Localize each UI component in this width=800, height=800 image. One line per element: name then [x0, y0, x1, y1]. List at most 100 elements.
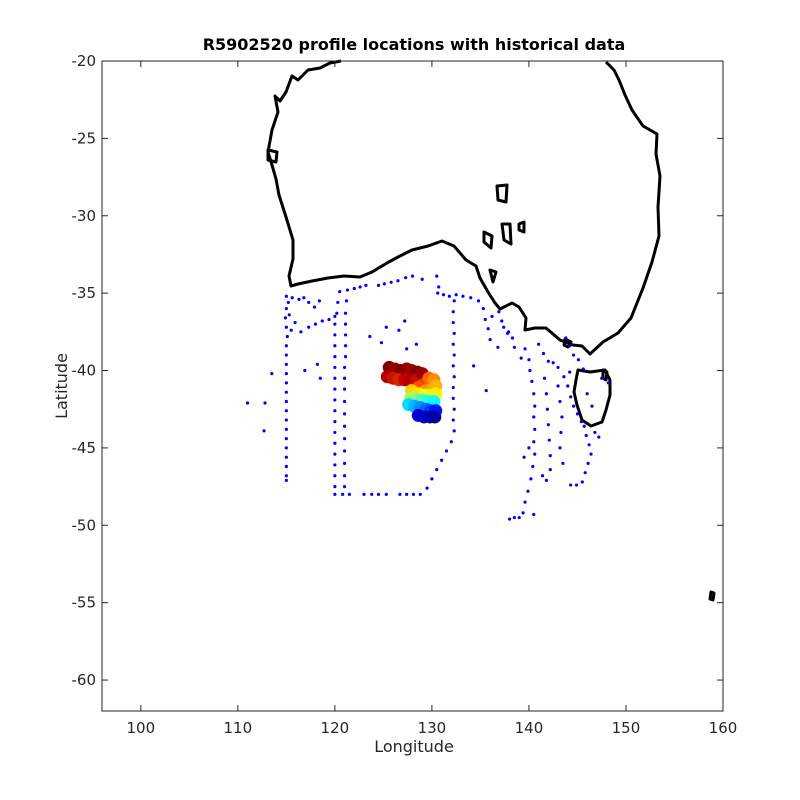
historical-point — [263, 401, 267, 405]
historical-point — [284, 372, 288, 376]
x-tick-label: 150 — [612, 719, 641, 737]
historical-point — [451, 418, 455, 422]
historical-point — [379, 341, 384, 345]
historical-point — [284, 446, 288, 450]
historical-point — [483, 317, 487, 322]
x-axis: 100 110 120 130 140 150 160 — [126, 61, 737, 737]
historical-point — [293, 320, 297, 325]
gulf-peninsula-small — [488, 268, 498, 284]
historical-point — [435, 467, 439, 472]
historical-point — [285, 334, 289, 339]
historical-point — [284, 418, 288, 422]
historical-point — [245, 401, 250, 405]
historical-point — [527, 358, 531, 362]
historical-point — [597, 435, 601, 439]
historical-point — [284, 409, 288, 413]
historical-point — [315, 362, 320, 366]
historical-point — [333, 463, 337, 467]
historical-point — [333, 441, 337, 445]
historical-point — [284, 464, 288, 469]
historical-point — [342, 424, 347, 428]
historical-point — [523, 347, 527, 351]
historical-point — [476, 299, 481, 303]
historical-point — [585, 392, 589, 396]
historical-point — [333, 452, 337, 456]
x-tick-label: 110 — [224, 719, 253, 737]
historical-point — [284, 399, 288, 404]
historical-point — [397, 328, 401, 332]
y-tick-label: -45 — [72, 439, 97, 457]
historical-point — [297, 297, 301, 301]
historical-point — [532, 512, 536, 517]
historical-point — [420, 277, 424, 281]
historical-point — [287, 313, 291, 317]
historical-point — [548, 454, 552, 458]
historical-point — [532, 440, 536, 444]
historical-point — [284, 427, 288, 431]
historical-point — [540, 474, 545, 478]
historical-point — [571, 404, 576, 408]
historical-point — [389, 280, 393, 284]
historical-point — [533, 427, 537, 431]
historical-point — [342, 399, 347, 404]
historical-point — [441, 293, 446, 297]
historical-point — [526, 489, 530, 493]
historical-point — [333, 376, 337, 380]
historical-point — [320, 319, 324, 323]
historical-point — [556, 384, 560, 388]
australia-coastline — [266, 59, 662, 356]
historical-point — [414, 342, 418, 346]
historical-point — [312, 305, 317, 309]
historical-point — [447, 294, 451, 298]
chart-title: R5902520 profile locations with historic… — [203, 35, 626, 54]
historical-point — [333, 409, 337, 413]
historical-point — [568, 344, 572, 348]
historical-point — [284, 325, 288, 329]
historical-point — [584, 433, 588, 438]
historical-point — [342, 449, 347, 453]
historical-point — [284, 390, 288, 394]
historical-point — [364, 283, 368, 288]
historical-point — [299, 330, 303, 334]
historical-point — [530, 379, 534, 383]
historical-point — [342, 376, 347, 380]
historical-point — [564, 336, 568, 340]
historical-point — [490, 314, 494, 318]
kangaroo-island-coastline — [495, 183, 509, 204]
historical-point — [376, 492, 381, 496]
historical-point — [531, 464, 535, 469]
historical-point — [333, 387, 337, 391]
historical-point — [558, 446, 562, 450]
historical-point — [384, 325, 388, 329]
historical-point — [302, 296, 306, 300]
historical-point — [589, 452, 593, 456]
historical-point — [559, 430, 563, 435]
historical-point — [286, 300, 290, 305]
x-tick-label: 140 — [515, 719, 544, 737]
historical-point — [284, 362, 288, 366]
historical-point — [452, 407, 456, 411]
historical-point — [556, 365, 560, 370]
historical-point — [529, 477, 533, 481]
historical-point — [497, 310, 501, 314]
historical-point — [336, 300, 340, 305]
historical-point — [461, 294, 465, 298]
historical-point — [449, 440, 453, 444]
historical-point — [343, 322, 348, 326]
y-axis-label: Latitude — [52, 353, 71, 419]
historical-point — [454, 293, 458, 297]
historical-point — [469, 296, 473, 300]
historical-point — [436, 291, 440, 295]
y-axis: -20 -25 -30 -35 -40 -45 -50 -55 -60 — [72, 52, 723, 689]
historical-point — [593, 430, 597, 435]
historical-point — [333, 365, 337, 370]
historical-point — [551, 361, 555, 365]
historical-point — [440, 458, 444, 462]
x-tick-label: 160 — [709, 719, 738, 737]
historical-point — [488, 337, 492, 342]
historical-point — [333, 322, 337, 326]
historical-point — [333, 398, 337, 402]
historical-point — [343, 311, 348, 315]
historical-point — [342, 412, 347, 416]
historical-point — [290, 296, 294, 300]
